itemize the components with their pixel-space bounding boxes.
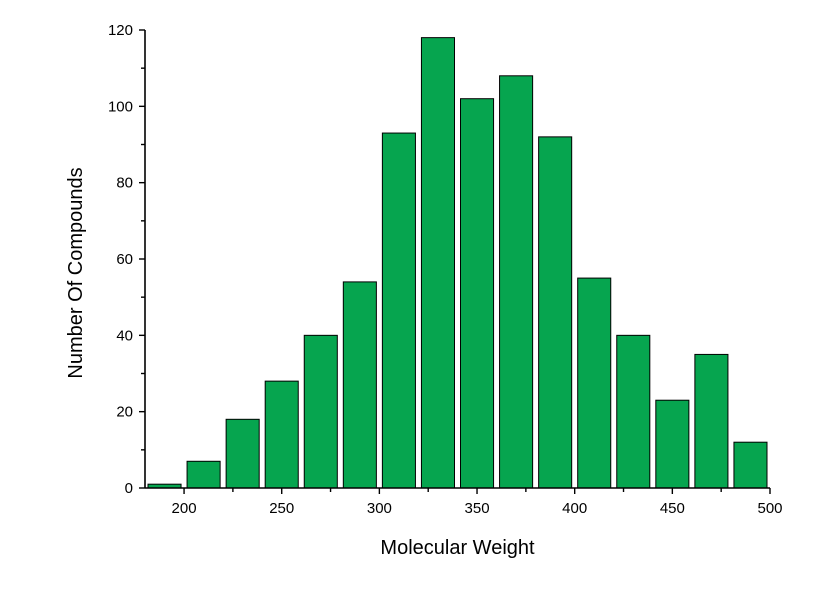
bar-370 xyxy=(499,75,534,489)
bar-310 xyxy=(381,132,416,489)
bar-390 xyxy=(538,136,573,489)
bar-250 xyxy=(264,380,299,489)
bar-490 xyxy=(733,441,768,489)
y-axis-title: Number Of Compounds xyxy=(65,167,87,378)
y-tick-label-20: 20 xyxy=(116,404,133,421)
y-tick-label-60: 60 xyxy=(116,251,133,268)
bar-210 xyxy=(186,460,221,489)
bar-290 xyxy=(342,281,377,489)
y-ticks-group: 0 20 40 60 80 100 120 xyxy=(108,22,145,497)
y-tick-label-100: 100 xyxy=(108,98,133,115)
x-tick-label-250: 250 xyxy=(269,500,294,517)
y-tick-label-40: 40 xyxy=(116,327,133,344)
x-tick-label-500: 500 xyxy=(757,500,782,517)
x-axis-title: Molecular Weight xyxy=(380,537,535,559)
x-tick-label-350: 350 xyxy=(465,500,490,517)
bar-350 xyxy=(460,98,495,489)
bar-270 xyxy=(303,334,338,489)
x-tick-label-300: 300 xyxy=(367,500,392,517)
bar-230 xyxy=(225,418,260,489)
y-tick-label-120: 120 xyxy=(108,22,133,39)
x-ticks-group: 200 250 300 350 400 450 500 xyxy=(172,488,783,517)
bar-330 xyxy=(420,37,455,489)
x-tick-label-400: 400 xyxy=(562,500,587,517)
x-tick-label-200: 200 xyxy=(172,500,197,517)
y-tick-label-80: 80 xyxy=(116,175,133,192)
y-tick-label-0: 0 xyxy=(125,480,133,497)
x-tick-label-450: 450 xyxy=(660,500,685,517)
bar-450 xyxy=(655,399,690,489)
bar-410 xyxy=(577,277,612,489)
bar-430 xyxy=(616,334,651,489)
bars-group xyxy=(147,37,768,489)
bar-470 xyxy=(694,353,729,489)
